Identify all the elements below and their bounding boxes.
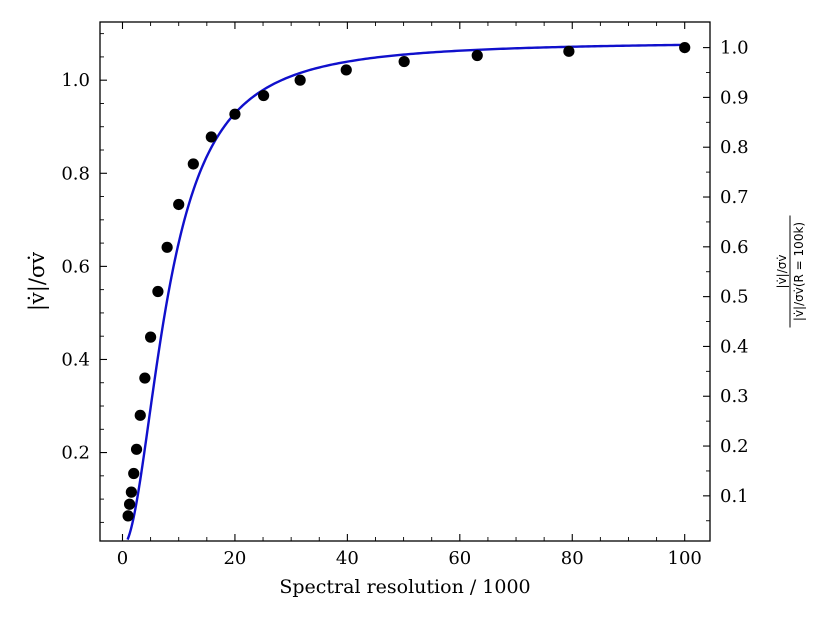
y2-tick-label: 0.5 <box>720 287 749 308</box>
data-point <box>139 372 151 384</box>
x-tick-label: 40 <box>336 548 359 569</box>
y-tick-label: 1.0 <box>61 70 90 91</box>
y2-tick-label: 1.0 <box>720 38 749 59</box>
data-point <box>144 331 157 343</box>
data-point <box>258 89 270 102</box>
data-point <box>398 55 410 68</box>
data-point <box>130 443 143 455</box>
x-tick-label: 80 <box>561 548 584 569</box>
data-point <box>187 158 199 170</box>
y2-tick-label: 0.2 <box>720 436 749 457</box>
data-point <box>123 498 136 510</box>
y2-tick-label: 0.4 <box>720 336 749 357</box>
y2-tick-label: 0.3 <box>720 386 749 407</box>
data-point <box>340 64 352 76</box>
y2-tick-label: 0.8 <box>720 137 749 158</box>
y-axis-title: |v̇|/σv̇ <box>25 252 50 311</box>
data-point <box>122 510 134 522</box>
data-point <box>679 42 691 54</box>
data-point <box>294 74 306 86</box>
y2-tick-label: 0.6 <box>720 237 749 258</box>
data-point <box>128 467 140 480</box>
data-point <box>205 131 217 143</box>
data-layer <box>122 42 691 541</box>
data-point <box>471 49 483 62</box>
y-tick-label: 0.8 <box>61 163 90 184</box>
y2-axis-title-denominator: |v̇|/σv̇(R = 100k) <box>792 222 806 321</box>
x-axis-title: Spectral resolution / 1000 <box>279 576 530 598</box>
x-tick-label: 100 <box>668 548 702 569</box>
axes-layer <box>100 22 710 541</box>
y-tick-label: 0.2 <box>61 443 90 464</box>
data-point <box>161 241 173 253</box>
y2-axis-title-numerator: |v̇|/σv̇ <box>775 255 789 289</box>
y2-tick-label: 0.9 <box>720 87 749 108</box>
data-point <box>152 285 164 298</box>
y2-tick-label: 0.1 <box>720 486 749 507</box>
plot-frame <box>99 21 711 542</box>
x-tick-label: 20 <box>223 548 246 569</box>
fit-curve <box>126 43 685 541</box>
tick-label-layer: 0 20 40 60 80 100 0.2 0.4 0.6 0.8 1.0 0.1 0.2 0.3 0.4 0… <box>61 38 748 569</box>
y2-tick-label: 0.7 <box>720 187 749 208</box>
data-point <box>563 45 575 57</box>
x-tick-label: 0 <box>117 548 128 569</box>
y-tick-label: 0.6 <box>61 256 90 277</box>
data-point <box>229 108 241 120</box>
x-tick-label: 60 <box>448 548 471 569</box>
y2-axis-title: |v̇|/σv̇ |v̇|/σv̇(R = 100k) <box>775 215 806 328</box>
y-tick-label: 0.4 <box>61 349 90 370</box>
data-point <box>125 486 137 498</box>
data-point <box>134 409 146 421</box>
data-point <box>173 198 185 211</box>
